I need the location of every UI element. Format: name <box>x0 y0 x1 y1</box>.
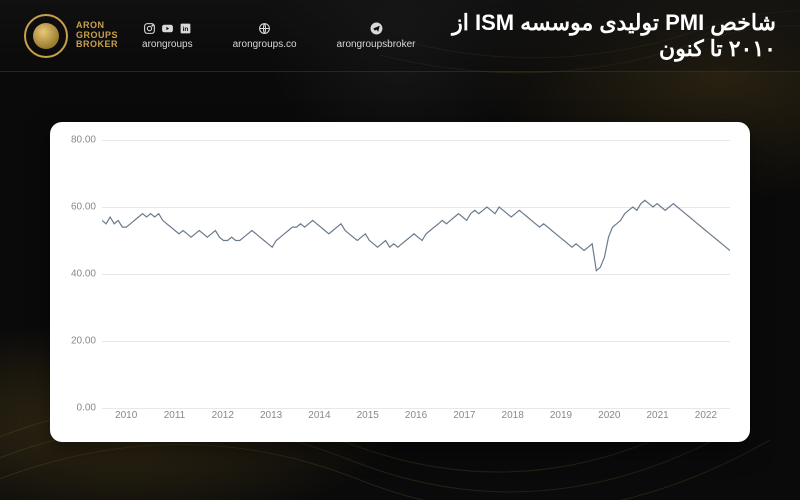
data-line <box>102 200 730 270</box>
social-label: arongroups <box>142 39 193 50</box>
chart-plot <box>102 140 730 408</box>
x-axis-label: 2017 <box>440 410 488 430</box>
y-axis-label: 80.00 <box>56 135 96 146</box>
header-bar: ARON GROUPS BROKER in arongroups arongro… <box>0 0 800 72</box>
telegram-icon <box>369 22 383 36</box>
social-links: in arongroups arongroups.co arongroupsbr… <box>142 22 415 50</box>
brand-line-3: BROKER <box>76 40 118 49</box>
svg-text:in: in <box>182 26 188 33</box>
social-item-website: arongroups.co <box>233 22 297 50</box>
page-title: شاخص PMI تولیدی موسسه ISM از ۲۰۱۰ تا کنو… <box>415 10 776 62</box>
grid-line <box>102 408 730 409</box>
x-axis-label: 2022 <box>682 410 730 430</box>
brand-text: ARON GROUPS BROKER <box>76 21 118 49</box>
brand-logo: ARON GROUPS BROKER <box>24 14 118 58</box>
x-axis-label: 2020 <box>585 410 633 430</box>
social-item-arongroups: in arongroups <box>142 22 193 50</box>
x-axis-label: 2016 <box>392 410 440 430</box>
logo-ring <box>24 14 68 58</box>
x-axis-label: 2010 <box>102 410 150 430</box>
x-axis-label: 2019 <box>537 410 585 430</box>
x-axis: 2010201120122013201420152016201720182019… <box>102 410 730 430</box>
y-axis-label: 40.00 <box>56 269 96 280</box>
y-axis-label: 20.00 <box>56 336 96 347</box>
x-axis-label: 2011 <box>150 410 198 430</box>
chart-card: 0.0020.0040.0060.0080.00 201020112012201… <box>50 122 750 442</box>
x-axis-label: 2018 <box>489 410 537 430</box>
y-axis-label: 60.00 <box>56 202 96 213</box>
social-label: arongroups.co <box>233 39 297 50</box>
y-axis-label: 0.00 <box>56 403 96 414</box>
x-axis-label: 2014 <box>295 410 343 430</box>
x-axis-label: 2015 <box>344 410 392 430</box>
youtube-icon <box>160 22 174 36</box>
instagram-icon <box>142 22 156 36</box>
social-label: arongroupsbroker <box>337 39 416 50</box>
chart-area: 0.0020.0040.0060.0080.00 201020112012201… <box>56 140 730 430</box>
social-item-telegram: arongroupsbroker <box>337 22 416 50</box>
globe-icon <box>258 22 272 36</box>
x-axis-label: 2013 <box>247 410 295 430</box>
logo-mark <box>33 23 59 49</box>
linkedin-icon: in <box>178 22 192 36</box>
x-axis-label: 2021 <box>633 410 681 430</box>
x-axis-label: 2012 <box>199 410 247 430</box>
